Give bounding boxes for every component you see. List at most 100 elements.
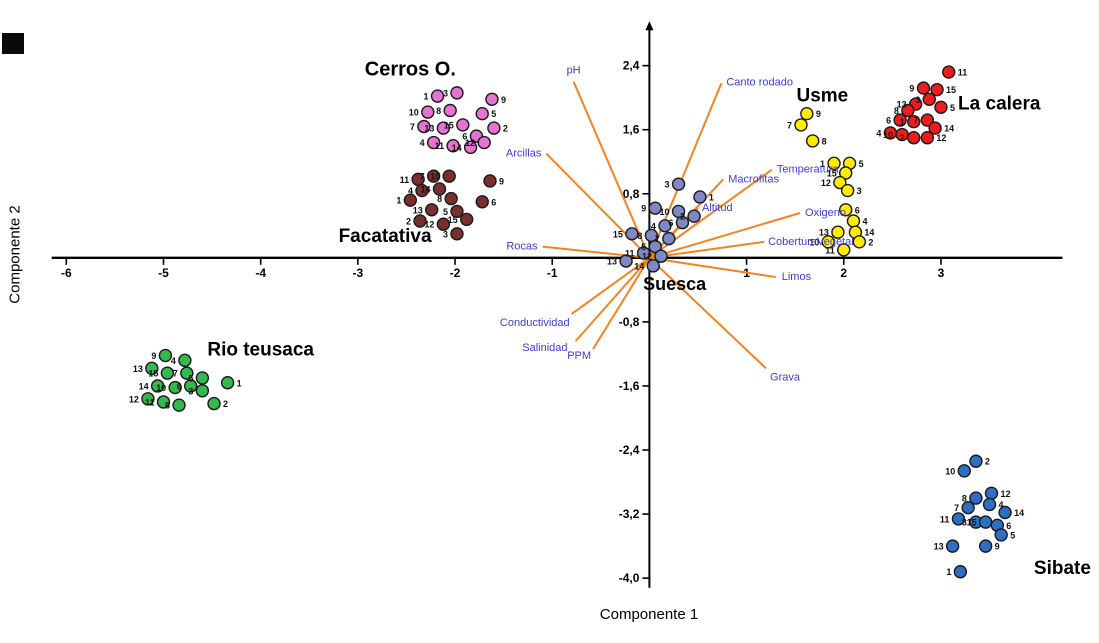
point-label: 4: [420, 138, 425, 148]
corner-mark: [2, 33, 24, 54]
point-label: 9: [909, 84, 914, 94]
point-label: 1: [237, 378, 242, 388]
data-point: [413, 214, 427, 228]
cluster-label: Sibate: [1034, 558, 1091, 579]
data-point: [984, 486, 999, 500]
data-point: [220, 376, 235, 390]
data-point: [619, 254, 633, 268]
cluster-label: Cerros O.: [365, 58, 456, 80]
point-label: 7: [913, 116, 918, 126]
point-label: 10: [945, 466, 955, 476]
point-label: 12: [1000, 489, 1010, 499]
vector-line: [542, 245, 650, 259]
point-label: 7: [420, 172, 425, 182]
data-point: [978, 539, 993, 553]
cluster-label: Rio teusaca: [207, 340, 314, 361]
point-label: 10: [156, 383, 166, 393]
vector-label: Oxigeno: [805, 207, 846, 219]
data-point: [483, 174, 497, 188]
point-label: 15: [613, 229, 623, 239]
data-point: [178, 353, 192, 368]
vector-label: PPM: [567, 350, 591, 362]
data-point: [942, 65, 956, 79]
point-label: 6: [886, 116, 891, 126]
data-point: [998, 505, 1012, 520]
y-tick-label: -1,6: [619, 379, 640, 393]
point-label: 7: [787, 120, 792, 130]
data-point: [158, 348, 173, 363]
y-axis-label: Componente 2: [6, 205, 24, 304]
data-point: [415, 183, 429, 198]
point-label: 1: [946, 567, 951, 577]
vector-line: [649, 240, 765, 259]
x-tick-label: -4: [255, 266, 266, 280]
point-label: 9: [151, 351, 156, 361]
point-label: 9: [641, 204, 646, 214]
cluster-label: Facatativa: [339, 226, 432, 247]
point-label: 7: [655, 234, 660, 244]
point-label: 5: [641, 242, 646, 252]
data-point: [145, 361, 159, 376]
point-label: 2: [900, 133, 905, 143]
data-point: [922, 92, 936, 106]
data-point: [840, 183, 855, 198]
point-label: 3: [915, 95, 920, 105]
data-point: [446, 139, 460, 153]
data-point: [450, 86, 464, 100]
point-label: 9: [499, 176, 504, 186]
data-point: [195, 371, 210, 385]
point-label: 15: [967, 518, 977, 528]
point-label: 5: [188, 373, 193, 383]
data-point: [920, 131, 935, 145]
data-point: [648, 201, 662, 215]
point-label: 13: [424, 124, 434, 134]
cluster-label: La calera: [958, 94, 1041, 115]
data-point: [994, 528, 1008, 542]
data-point: [934, 100, 948, 114]
point-label: 15: [148, 369, 158, 379]
point-label: 2: [223, 399, 228, 409]
data-point: [827, 156, 841, 171]
y-tick-label: -0,8: [619, 315, 640, 329]
point-label: 9: [501, 95, 506, 105]
point-label: 8: [894, 106, 899, 116]
data-point: [436, 121, 451, 135]
data-point: [961, 500, 975, 515]
data-point: [846, 214, 861, 228]
data-point: [463, 140, 478, 155]
point-label: 3: [665, 180, 670, 190]
data-point: [907, 131, 921, 145]
vector-label: Limos: [782, 271, 812, 283]
point-label: 14: [452, 143, 462, 153]
data-point: [485, 92, 499, 106]
data-point: [893, 113, 907, 127]
data-point: [945, 539, 960, 553]
data-point: [450, 204, 464, 219]
data-point: [168, 380, 182, 395]
data-point: [957, 464, 971, 478]
x-tick-label: -5: [158, 266, 169, 280]
point-label: 14: [634, 261, 644, 271]
point-label: 8: [165, 401, 170, 411]
data-point: [150, 379, 165, 393]
point-label: 12: [821, 178, 831, 188]
data-point: [800, 106, 814, 121]
data-point: [852, 235, 867, 249]
vector-line: [649, 212, 801, 259]
data-point: [794, 118, 808, 132]
point-label: 4: [876, 128, 881, 138]
data-point: [654, 249, 668, 263]
data-point: [675, 215, 690, 230]
point-label: 4: [999, 500, 1004, 510]
point-label: 1: [396, 196, 401, 206]
vector-line: [574, 257, 651, 342]
data-point: [969, 454, 983, 468]
data-point: [426, 135, 441, 150]
data-point: [421, 105, 435, 119]
x-tick-label: -3: [353, 266, 364, 280]
data-point: [403, 193, 418, 207]
data-point: [207, 396, 221, 411]
point-label: 5: [491, 109, 496, 119]
data-point: [928, 121, 942, 135]
y-tick-label: 1,6: [623, 123, 640, 137]
